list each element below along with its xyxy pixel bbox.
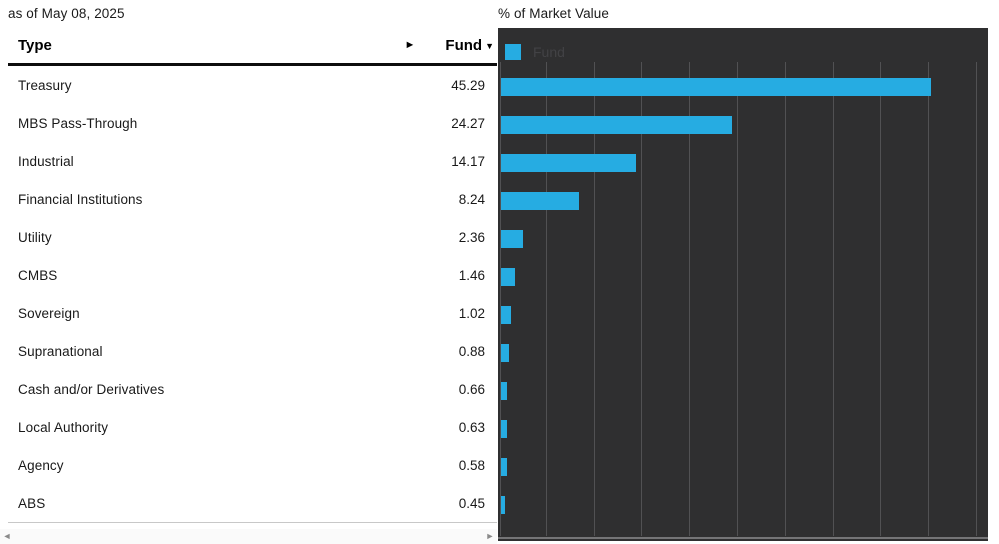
table-row: ABS 0.45 <box>8 484 497 522</box>
row-value: 8.24 <box>458 191 485 207</box>
bar-treasury[interactable] <box>501 78 932 96</box>
gridline <box>545 62 547 536</box>
bar-mbs-pass-through[interactable] <box>501 116 732 134</box>
row-label: CMBS <box>18 267 58 283</box>
gridline <box>641 62 643 536</box>
gridline <box>737 62 739 536</box>
row-label: Financial Institutions <box>18 191 143 207</box>
table-row: MBS Pass-Through 24.27 <box>8 104 497 142</box>
row-label: Agency <box>18 457 64 473</box>
chart-legend: Fund <box>505 44 565 60</box>
scroll-left-arrow-icon[interactable]: ◄ <box>2 531 12 541</box>
row-label: Sovereign <box>18 305 80 321</box>
row-label: MBS Pass-Through <box>18 115 138 131</box>
legend-label: Fund <box>533 44 565 60</box>
row-label: Supranational <box>18 343 103 359</box>
x-axis-line <box>498 537 988 539</box>
table-row: Agency 0.58 <box>8 446 497 484</box>
exposure-table: Type ► Fund ▼ Treasury 45.29 MBS Pass-Thro… <box>0 28 497 523</box>
chart-title: % of Market Value <box>498 6 609 21</box>
table-row: Sovereign 1.02 <box>8 294 497 332</box>
bar-industrial[interactable] <box>501 154 636 172</box>
row-value: 0.63 <box>458 419 485 435</box>
column-header-type[interactable]: Type <box>18 37 52 54</box>
gridline <box>832 62 834 536</box>
table-row: Treasury 45.29 <box>8 66 497 104</box>
bar-abs[interactable] <box>501 496 506 514</box>
row-value: 2.36 <box>458 229 485 245</box>
gridline <box>689 62 691 536</box>
table-row: Industrial 14.17 <box>8 142 497 180</box>
y-axis-line <box>500 62 501 536</box>
row-label: Industrial <box>18 153 74 169</box>
scroll-right-arrow-icon[interactable]: ► <box>485 531 495 541</box>
row-label: Local Authority <box>18 419 109 435</box>
bar-utility[interactable] <box>501 230 524 248</box>
row-value: 0.58 <box>458 457 485 473</box>
row-label: ABS <box>18 495 46 511</box>
row-value: 0.45 <box>458 495 485 511</box>
bar-supranational[interactable] <box>501 344 510 362</box>
gridline <box>784 62 786 536</box>
sort-desc-icon: ▼ <box>485 41 494 51</box>
row-value: 0.66 <box>458 381 485 397</box>
table-row: Supranational 0.88 <box>8 332 497 370</box>
row-value: 1.02 <box>458 305 485 321</box>
market-value-bar-chart: Fund <box>498 28 988 541</box>
table-row: Local Authority 0.63 <box>8 408 497 446</box>
legend-swatch-fund <box>505 44 521 60</box>
table-row: Financial Institutions 8.24 <box>8 180 497 218</box>
bar-cmbs[interactable] <box>501 268 515 286</box>
row-value: 1.46 <box>458 267 485 283</box>
row-label: Cash and/or Derivatives <box>18 381 165 397</box>
table-header: Type ► Fund ▼ <box>8 28 497 66</box>
table-row: CMBS 1.46 <box>8 256 497 294</box>
table-row: Cash and/or Derivatives 0.66 <box>8 370 497 408</box>
column-header-fund[interactable]: Fund ▼ <box>445 37 494 54</box>
gridline <box>593 62 595 536</box>
bar-series-fund <box>501 28 988 541</box>
bar-sovereign[interactable] <box>501 306 511 324</box>
row-label: Utility <box>18 229 52 245</box>
gridline <box>928 62 930 536</box>
bar-cash-and-or-derivatives[interactable] <box>501 382 508 400</box>
gridline <box>976 62 978 536</box>
table-body: Treasury 45.29 MBS Pass-Through 24.27 Indust… <box>8 66 497 523</box>
bar-local-authority[interactable] <box>501 420 507 438</box>
scroll-columns-right-icon[interactable]: ► <box>404 39 416 51</box>
row-value: 45.29 <box>451 77 485 93</box>
table-row: Utility 2.36 <box>8 218 497 256</box>
gridline <box>880 62 882 536</box>
as-of-date: as of May 08, 2025 <box>8 6 125 21</box>
horizontal-scrollbar[interactable]: ◄ ► <box>0 529 497 544</box>
column-header-fund-label: Fund <box>445 37 483 54</box>
row-value: 24.27 <box>451 115 485 131</box>
row-value: 14.17 <box>451 153 485 169</box>
row-value: 0.88 <box>458 343 485 359</box>
row-label: Treasury <box>18 77 72 93</box>
scrollbar-track[interactable] <box>14 529 483 544</box>
bar-agency[interactable] <box>501 458 507 476</box>
bar-financial-institutions[interactable] <box>501 192 580 210</box>
